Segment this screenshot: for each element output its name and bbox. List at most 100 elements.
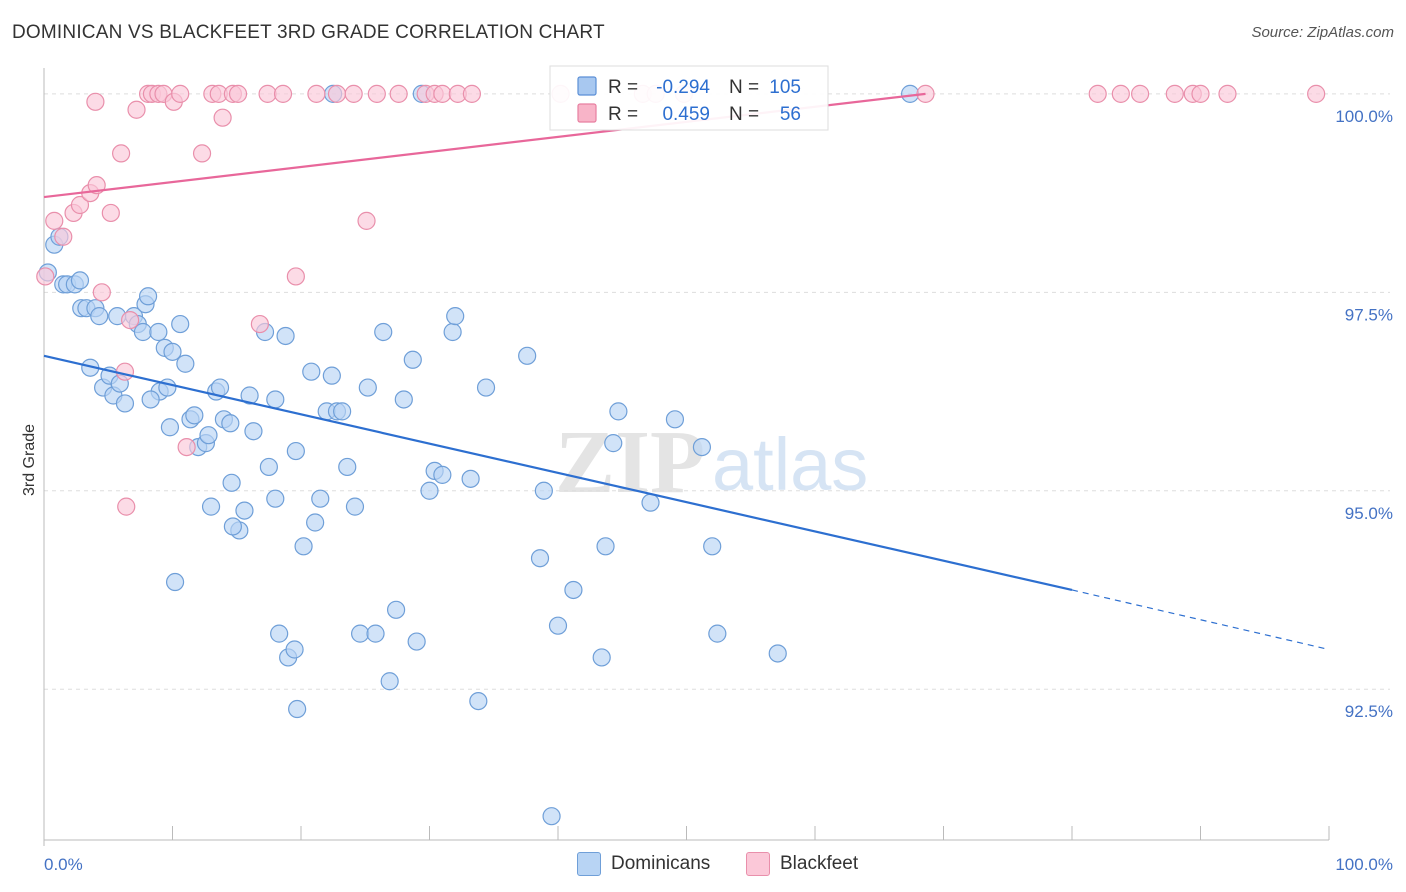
point-blackfeet [1111, 84, 1130, 103]
point-dominicans [433, 465, 452, 484]
legend-swatch-dominicans-stat [577, 76, 597, 96]
point-blackfeet [111, 144, 131, 163]
bottom-legend-item-blackfeet[interactable]: Blackfeet [746, 852, 858, 876]
point-dominicans [259, 457, 278, 477]
point-dominicans [692, 437, 712, 457]
point-dominicans [333, 402, 352, 421]
legend-swatch-blackfeet [746, 852, 770, 876]
point-dominicans [476, 378, 496, 397]
point-blackfeet [92, 283, 111, 302]
point-blackfeet [327, 84, 347, 103]
y-tick-label: 95.0% [1345, 504, 1393, 523]
point-dominicans [596, 537, 615, 556]
point-blackfeet [258, 84, 277, 103]
bottom-legend: Dominicans Blackfeet [0, 852, 1406, 878]
point-dominicans [133, 322, 153, 342]
point-dominicans [403, 350, 422, 369]
legend-swatch-blackfeet-stat [577, 103, 597, 123]
chart-title: DOMINICAN VS BLACKFEET 3RD GRADE CORRELA… [12, 22, 605, 43]
point-dominicans [141, 390, 160, 409]
point-dominicans [351, 624, 370, 643]
legend-n-label: N = [729, 77, 759, 98]
point-blackfeet [286, 267, 305, 286]
point-dominicans [564, 580, 583, 600]
point-dominicans [345, 497, 365, 516]
point-dominicans [592, 648, 611, 667]
point-dominicans [366, 624, 385, 643]
point-dominicans [70, 271, 90, 290]
source-credit: Source: ZipAtlas.com [1251, 24, 1394, 41]
point-dominicans [165, 572, 185, 592]
point-dominicans [374, 322, 393, 342]
point-dominicans [294, 537, 313, 556]
point-blackfeet [1088, 84, 1107, 103]
point-dominicans [548, 616, 568, 635]
point-blackfeet [171, 84, 190, 103]
point-dominicans [266, 390, 285, 409]
legend-swatch-dominicans [577, 852, 601, 876]
legend-n-value: 105 [769, 77, 801, 98]
point-dominicans [90, 307, 109, 326]
point-dominicans [149, 322, 168, 342]
point-dominicans [221, 414, 240, 433]
point-dominicans [542, 807, 561, 826]
y-axis-label: 3rd Grade [21, 424, 38, 496]
point-dominicans [900, 84, 920, 103]
legend-n-value: 56 [780, 104, 801, 125]
point-dominicans [311, 489, 330, 508]
point-dominicans [288, 699, 307, 719]
point-dominicans [306, 513, 325, 532]
point-blackfeet [433, 84, 452, 103]
point-dominicans [185, 406, 204, 425]
point-dominicans [665, 410, 685, 429]
point-dominicans [469, 691, 488, 711]
point-dominicans [322, 366, 341, 385]
point-blackfeet [54, 227, 73, 246]
point-dominicans [115, 394, 135, 413]
point-dominicans [222, 473, 241, 492]
point-blackfeet [307, 84, 326, 103]
point-dominicans [244, 422, 263, 441]
bottom-legend-item-dominicans[interactable]: Dominicans [577, 852, 710, 876]
point-dominicans [386, 600, 406, 619]
point-dominicans [420, 481, 439, 500]
point-dominicans [446, 307, 465, 326]
point-blackfeet [273, 84, 293, 103]
point-blackfeet [86, 92, 105, 111]
point-dominicans [461, 469, 480, 488]
point-dominicans [394, 390, 413, 409]
y-tick-label: 92.5% [1345, 702, 1393, 721]
point-blackfeet [1218, 84, 1237, 103]
point-dominicans [641, 493, 660, 512]
point-dominicans [530, 549, 550, 568]
y-tick-label: 97.5% [1345, 305, 1393, 324]
point-dominicans [199, 426, 218, 445]
point-blackfeet [117, 497, 136, 516]
point-blackfeet [1165, 84, 1184, 103]
point-dominicans [768, 644, 787, 663]
point-blackfeet [357, 211, 376, 230]
point-dominicans [604, 434, 623, 453]
legend-label-blackfeet: Blackfeet [780, 853, 859, 874]
point-blackfeet [389, 84, 408, 103]
x-tick-label-start: 0.0% [44, 855, 83, 874]
point-blackfeet [127, 100, 146, 119]
point-blackfeet [45, 211, 64, 230]
point-dominicans [703, 537, 722, 556]
legend-label-dominicans: Dominicans [611, 853, 711, 874]
point-blackfeet [177, 437, 196, 457]
point-dominicans [380, 672, 399, 691]
point-blackfeet [344, 84, 363, 103]
point-dominicans [240, 386, 259, 405]
watermark-atlas: atlas [712, 423, 868, 506]
point-dominicans [338, 457, 357, 477]
point-blackfeet [115, 362, 135, 381]
point-dominicans [160, 418, 180, 437]
point-dominicans [266, 489, 285, 508]
point-blackfeet [1191, 84, 1210, 103]
point-dominicans [138, 287, 158, 306]
legend-r-value: 0.459 [662, 104, 710, 125]
point-blackfeet [250, 314, 269, 334]
point-blackfeet [101, 203, 120, 223]
point-blackfeet [1131, 84, 1150, 103]
